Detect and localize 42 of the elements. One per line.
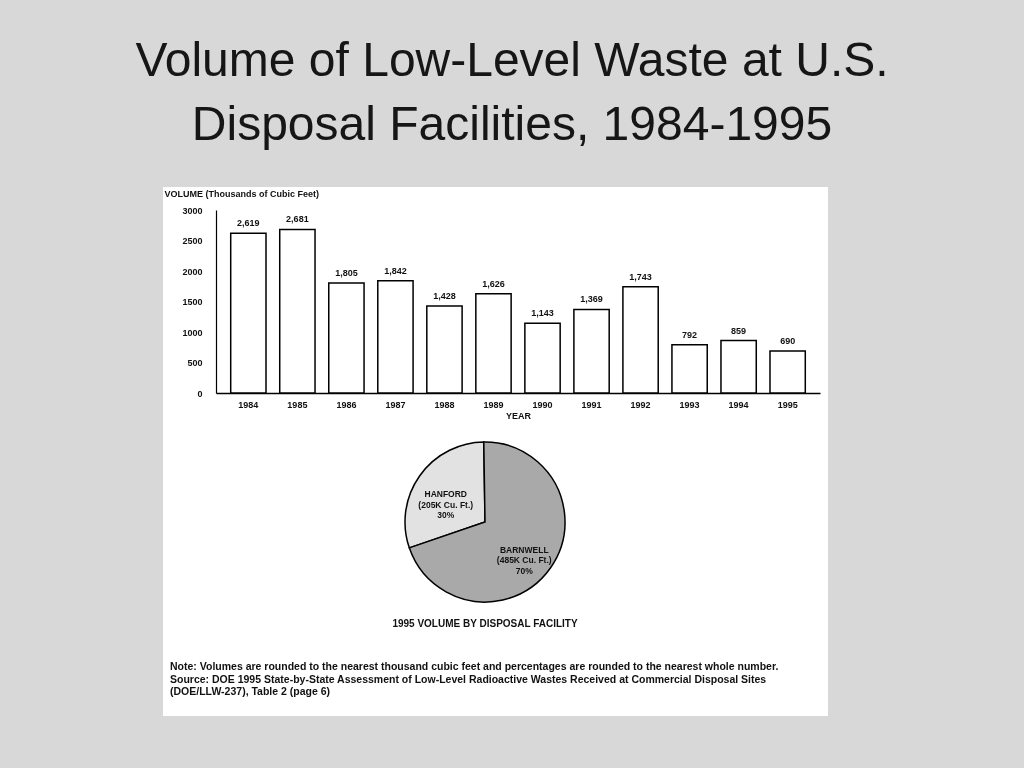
slice-label: HANFORD (424, 489, 467, 500)
y-tick-label: 1500 (182, 297, 203, 307)
x-tick-label: 1991 (581, 399, 602, 410)
data-label: 792 (682, 329, 698, 340)
x-tick-label: 1994 (728, 399, 749, 410)
data-label: 859 (731, 325, 747, 336)
chart-title: Volume of Low-Level Waste at U.S. Disposal Facilities, 1984-1995 (134, 32, 890, 152)
y-tick-label: 1000 (182, 327, 203, 338)
data-label: 690 (780, 335, 796, 346)
y-axis-title: VOLUME (Thousands of Cubic Feet) (164, 188, 319, 199)
x-tick-label: 1989 (483, 399, 504, 410)
text: Note: Volumes are rounded to the nearest thousand cubic feet and percentages are rounded to the nearest whole number. (170, 660, 780, 672)
data-label: (205K Cu. Ft.) 30% (418, 499, 474, 521)
data-label: 1,842 (384, 265, 407, 276)
y-tick-label: 2500 (182, 236, 203, 246)
source-note: Source: DOE 1995 State-by-State Assessment of Low-Level Radioactive Wastes Received at Commercial Disposal Sites (DOE/LLW-237), Table 2 (page 6) (170, 673, 768, 697)
x-tick-label: 1995 (777, 399, 798, 410)
text: 1995 VOLUME BY DISPOSAL FACILITY (392, 618, 578, 629)
y-tick-label: 3000 (182, 205, 203, 216)
data-label: 1,743 (629, 271, 652, 282)
y-tick-label: 2000 (182, 266, 203, 277)
x-tick-label: 1988 (434, 399, 455, 410)
slice-label: BARNWELL (499, 544, 549, 555)
data-label: 1,143 (531, 308, 554, 319)
y-tick-label: 500 (187, 358, 203, 368)
data-label: 1,626 (482, 278, 505, 289)
x-tick-label: 1993 (679, 399, 700, 410)
data-label: 2,619 (237, 218, 260, 229)
x-tick-label: 1992 (630, 399, 651, 410)
y-tick-label: 0 (197, 388, 203, 399)
data-label: 1,805 (335, 267, 358, 278)
pie-slice (408, 441, 566, 603)
x-tick-label: 1987 (385, 399, 406, 410)
x-axis-title: YEAR (505, 410, 532, 421)
x-tick-label: 1986 (336, 399, 357, 410)
data-label: 1,369 (580, 294, 603, 305)
data-label: 1,428 (433, 290, 456, 301)
x-tick-label: 1984 (238, 399, 259, 410)
x-tick-label: 1985 (287, 399, 308, 410)
data-label: 2,681 (286, 214, 309, 225)
data-label: (485K Cu. Ft.) 70% (496, 555, 552, 576)
x-tick-label: 1990 (532, 399, 553, 410)
